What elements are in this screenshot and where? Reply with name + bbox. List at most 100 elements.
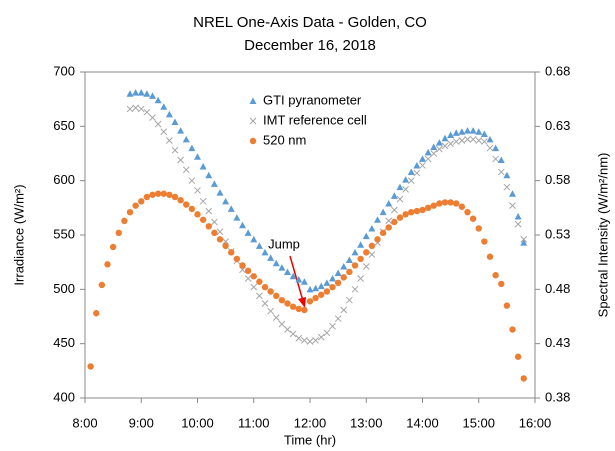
marker [424,204,432,212]
marker [396,214,404,221]
marker [486,135,494,143]
marker [475,128,483,135]
marker [514,220,522,228]
marker [469,127,477,134]
marker [143,108,151,116]
marker [233,255,241,263]
marker [205,223,212,230]
marker [441,199,449,206]
marker [481,138,488,145]
marker [396,195,404,203]
x-axis-label: Time (hr) [284,432,336,447]
marker [267,254,275,261]
marker [199,163,207,170]
marker [520,235,528,243]
marker [194,211,201,218]
marker [503,302,511,309]
marker [171,146,179,154]
y2-tick-label: 0.63 [545,118,570,133]
marker [413,161,421,169]
marker [216,189,224,196]
marker [132,89,140,96]
marker [419,162,426,169]
marker [390,192,398,199]
marker [250,235,258,243]
y2-tick-label: 0.48 [545,281,570,296]
marker [306,338,314,345]
legend-label: GTI pyranometer [263,92,362,107]
marker [430,143,438,150]
marker [351,248,359,256]
marker [492,144,500,152]
marker [509,190,516,197]
y-tick-label: 550 [53,226,75,241]
marker [480,130,488,137]
marker [368,251,376,258]
marker [514,213,522,220]
marker [137,89,145,96]
marker [199,216,207,223]
marker [267,307,274,315]
marker [436,200,443,207]
marker [109,243,117,251]
marker [244,229,252,236]
marker [121,217,128,225]
marker [402,176,410,183]
marker [379,229,387,237]
x-tick-label: 11:00 [238,415,270,430]
annotation-arrow [289,255,304,302]
marker [391,218,398,226]
marker [453,200,460,207]
y2-axis-label: Spectral Intensity (W/m²/nm) [595,153,610,318]
marker [357,241,365,248]
marker [323,279,331,286]
marker [233,214,241,221]
marker [149,191,156,198]
marker [154,190,162,197]
marker [126,208,134,216]
marker [503,183,511,191]
marker [289,303,297,310]
marker [301,337,308,344]
marker [385,224,392,231]
marker [244,275,252,282]
marker [345,256,353,263]
y-tick-label: 500 [53,281,75,296]
marker [497,168,505,176]
marker [458,128,466,135]
marker [160,128,168,136]
marker [301,306,308,314]
marker [222,242,229,250]
marker [295,305,302,313]
marker [199,197,207,205]
marker [419,155,426,162]
marker [300,278,308,285]
marker [357,255,364,263]
marker [435,139,443,146]
marker [256,292,263,300]
marker [261,283,269,291]
marker [239,221,246,229]
x-tick-label: 16:00 [519,415,552,430]
marker [498,280,505,288]
marker [205,171,213,179]
marker [312,284,320,292]
marker [374,236,381,243]
marker [194,153,201,160]
marker [289,272,297,280]
marker [402,211,409,218]
marker [408,208,415,216]
annotation: Jump [268,236,300,251]
marker [318,291,325,298]
marker [430,202,437,209]
marker [514,353,522,360]
marker [132,104,139,112]
marker [312,337,319,344]
marker [317,282,325,290]
marker [183,201,190,208]
marker [278,297,286,304]
marker [261,300,269,307]
marker [368,224,376,232]
marker [329,274,336,282]
